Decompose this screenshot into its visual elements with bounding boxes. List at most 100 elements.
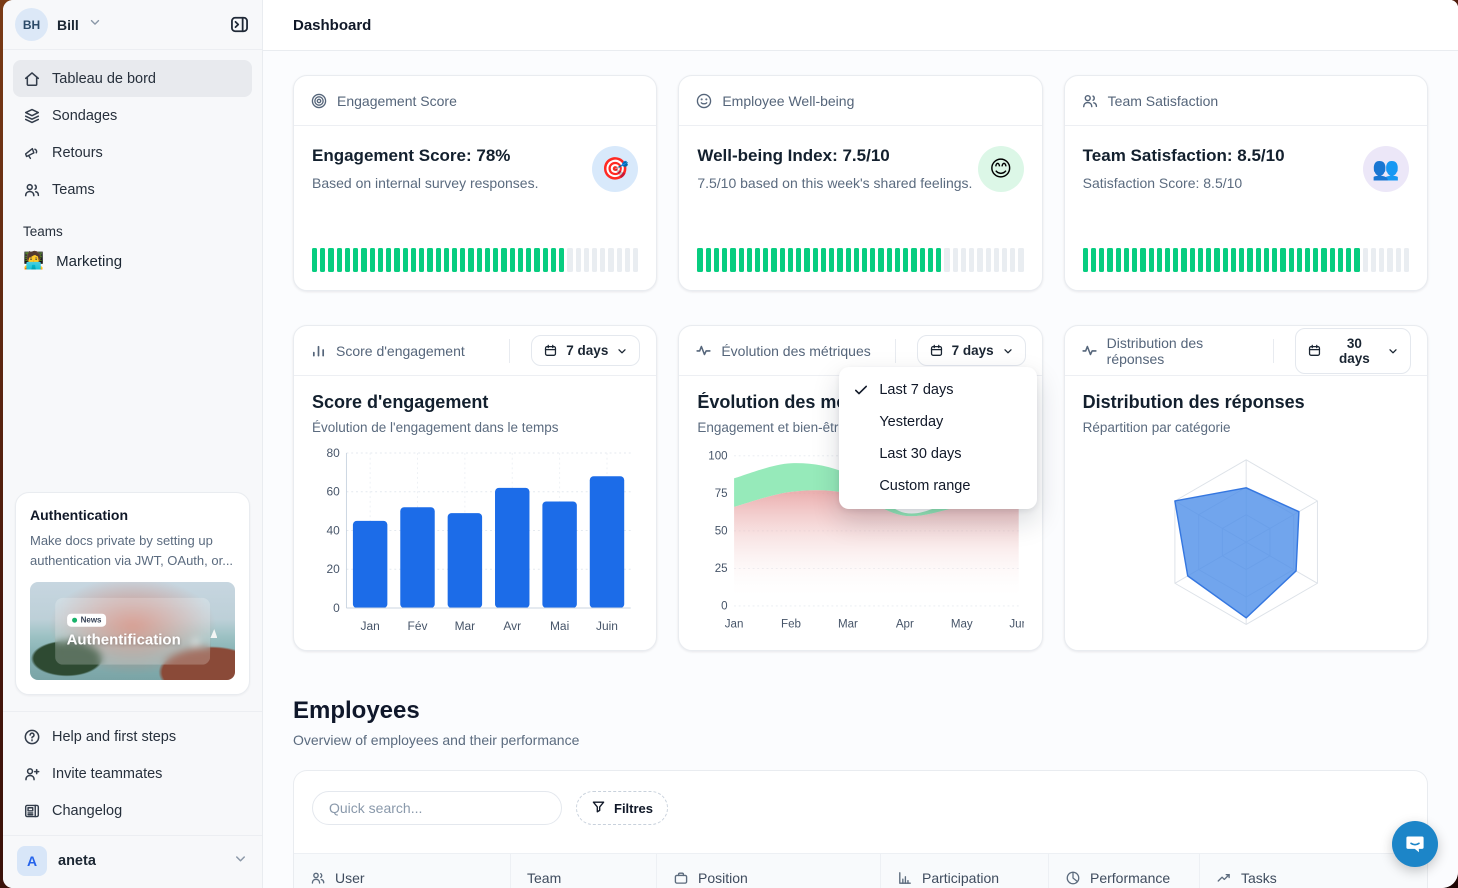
account-avatar: A — [17, 846, 47, 876]
progress-segment — [804, 248, 810, 272]
svg-text:Feb: Feb — [781, 618, 801, 630]
sidebar-spacer — [3, 281, 262, 484]
column-header-performance[interactable]: Performance — [1049, 854, 1200, 888]
date-range-button[interactable]: 30 days — [1294, 327, 1411, 374]
workspace-switcher[interactable]: BH Bill — [3, 0, 262, 50]
progress-segment — [1403, 248, 1410, 272]
target-emoji-badge: 🎯 — [592, 146, 639, 192]
progress-segment — [1165, 248, 1171, 272]
sidebar-item-changelog[interactable]: Changelog — [13, 792, 252, 829]
sidebar-item-help[interactable]: Help and first steps — [13, 718, 252, 755]
promo-overlay: News Authentification — [54, 597, 211, 665]
kpi-card-header-label: Employee Well-being — [722, 92, 855, 109]
bar-chart-icon — [310, 342, 327, 359]
sidebar-item-invite[interactable]: Invite teammates — [13, 755, 252, 792]
menu-item-custom-range[interactable]: Custom range — [839, 470, 1037, 502]
column-header-tasks[interactable]: Tasks — [1200, 854, 1427, 888]
promo-description: Make docs private by setting up authenti… — [30, 533, 234, 568]
sidebar-footer-nav: Help and first steps Invite teammates Ch… — [3, 711, 262, 829]
layers-icon — [23, 107, 41, 125]
calendar-icon — [1307, 343, 1322, 358]
sidebar-item-sondages[interactable]: Sondages — [13, 97, 252, 134]
promo-card-authentication[interactable]: Authentication Make docs private by sett… — [15, 492, 250, 695]
menu-item-yesterday[interactable]: Yesterday — [839, 406, 1037, 438]
progress-segment — [1387, 248, 1393, 272]
progress-segment — [796, 248, 802, 272]
column-header-position[interactable]: Position — [657, 854, 881, 888]
svg-text:0: 0 — [333, 601, 340, 615]
progress-segment — [845, 248, 851, 272]
account-name: aneta — [58, 853, 96, 869]
progress-segment — [377, 248, 384, 272]
chart-card-response-distribution: Distribution des réponses 30 days — [1063, 325, 1428, 651]
kpi-body: Team Satisfaction: 8.5/10 Satisfaction S… — [1065, 126, 1427, 192]
kpi-card-wellbeing: Employee Well-being Well-being Index: 7.… — [678, 75, 1043, 291]
chat-widget-button[interactable] — [1392, 821, 1438, 867]
chart-title: Distribution des réponses — [1082, 392, 1305, 412]
search-input[interactable] — [312, 791, 562, 825]
progress-segment — [1189, 248, 1195, 272]
svg-text:20: 20 — [326, 562, 340, 576]
column-header-participation[interactable]: Participation — [881, 854, 1049, 888]
sidebar-item-retours[interactable]: Retours — [13, 134, 252, 171]
kpi-card-header: Team Satisfaction — [1064, 76, 1427, 126]
progress-segment — [911, 248, 917, 272]
account-switcher[interactable]: A aneta — [3, 835, 262, 888]
progress-segment — [919, 248, 925, 272]
progress-segment — [591, 248, 598, 272]
smile-icon — [695, 92, 713, 110]
progress-segment — [402, 248, 408, 272]
home-icon — [23, 70, 41, 88]
progress-segment — [894, 248, 901, 272]
filters-button[interactable]: Filtres — [576, 791, 669, 825]
sidebar-team-marketing[interactable]: 🧑‍💻 Marketing — [3, 241, 262, 281]
users-icon — [1081, 92, 1099, 110]
progress-segment — [460, 248, 466, 272]
svg-text:Mar: Mar — [838, 618, 858, 630]
kpi-card-header-label: Engagement Score — [337, 92, 457, 109]
progress-segment — [829, 248, 835, 272]
sidebar-item-tableau-de-bord[interactable]: Tableau de bord — [13, 60, 252, 97]
promo-image[interactable]: News Authentification — [30, 582, 235, 680]
chat-bubble-icon — [1406, 836, 1424, 853]
progress-segment — [746, 248, 752, 272]
svg-text:25: 25 — [715, 563, 728, 575]
smile-emoji-badge: 😊 — [977, 146, 1024, 192]
progress-segment — [1010, 248, 1016, 272]
workspace-avatar[interactable]: BH — [15, 8, 48, 41]
svg-text:50: 50 — [715, 526, 728, 538]
divider — [894, 338, 896, 363]
progress-segment — [1090, 248, 1097, 272]
progress-segment — [862, 248, 868, 272]
users-icon — [310, 870, 326, 886]
sailboat-shape — [210, 629, 218, 639]
svg-text:100: 100 — [709, 450, 728, 462]
kpi-row: Engagement Score Engagement Score: 78% B… — [293, 75, 1428, 291]
menu-item-label: Last 30 days — [879, 446, 962, 462]
filter-icon — [591, 799, 606, 817]
sidebar-item-teams[interactable]: Teams — [13, 171, 252, 208]
megaphone-icon — [23, 144, 41, 162]
svg-text:Avr: Avr — [503, 619, 521, 633]
progress-segment — [1140, 248, 1146, 272]
progress-segment — [977, 248, 983, 272]
column-header-team[interactable]: Team — [511, 854, 657, 888]
progress-segment — [633, 248, 639, 272]
progress-segment — [1115, 248, 1121, 272]
kpi-title: Team Satisfaction: 8.5/10 — [1082, 146, 1285, 165]
date-range-button[interactable]: 7 days — [531, 335, 641, 366]
main-area: Dashboard Engagement Score Engagement Sc… — [263, 0, 1458, 888]
chart-card-header-label: Évolution des métriques — [721, 342, 871, 359]
menu-item-last-7-days[interactable]: Last 7 days — [839, 374, 1037, 406]
menu-item-last-30-days[interactable]: Last 30 days — [839, 438, 1037, 470]
progress-segment — [960, 248, 967, 272]
date-range-button[interactable]: 7 days — [916, 335, 1026, 366]
progress-segment — [1148, 248, 1154, 272]
chevron-down-icon — [1002, 345, 1014, 357]
progress-segment — [394, 248, 400, 272]
column-header-user[interactable]: User — [294, 854, 511, 888]
svg-text:75: 75 — [715, 488, 728, 500]
collapse-sidebar-button[interactable] — [229, 14, 250, 35]
progress-segment — [435, 248, 441, 272]
progress-segment — [1247, 248, 1253, 272]
